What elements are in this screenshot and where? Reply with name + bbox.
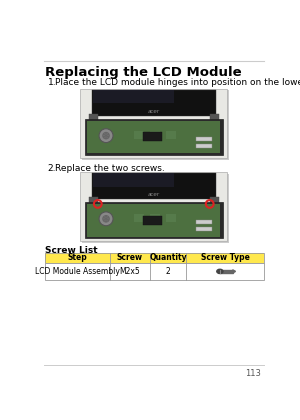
Ellipse shape	[106, 216, 108, 218]
Ellipse shape	[106, 133, 108, 135]
Text: 113: 113	[245, 369, 261, 378]
Bar	[150, 214, 160, 222]
Bar	[85, 119, 223, 155]
Text: acer: acer	[148, 192, 160, 197]
Text: M2x5: M2x5	[120, 267, 140, 276]
Ellipse shape	[104, 216, 106, 218]
Ellipse shape	[106, 220, 108, 221]
Bar	[88, 204, 220, 236]
Circle shape	[99, 129, 113, 142]
Ellipse shape	[103, 218, 105, 219]
Text: Place the LCD module hinges into position on the lower case.: Place the LCD module hinges into positio…	[55, 78, 300, 87]
Bar	[134, 214, 145, 222]
Bar	[45, 253, 264, 263]
Bar	[93, 90, 174, 103]
Bar	[82, 173, 229, 243]
Bar	[220, 270, 233, 273]
Ellipse shape	[107, 135, 109, 136]
Bar	[150, 131, 160, 139]
Text: Step: Step	[68, 253, 87, 262]
Polygon shape	[233, 270, 236, 273]
Ellipse shape	[103, 135, 105, 136]
Text: 2: 2	[166, 267, 171, 276]
Ellipse shape	[107, 218, 109, 219]
Bar	[134, 131, 145, 139]
Bar	[89, 197, 98, 205]
Text: Quantity: Quantity	[149, 253, 187, 262]
Bar	[88, 121, 220, 153]
Bar	[196, 227, 212, 231]
Text: 2.: 2.	[48, 164, 56, 173]
Text: Replacing the LCD Module: Replacing the LCD Module	[45, 66, 242, 79]
Bar	[85, 202, 223, 238]
Bar	[93, 173, 174, 186]
Circle shape	[102, 215, 110, 223]
Bar	[80, 89, 227, 158]
Bar	[143, 132, 162, 142]
Text: Replace the two screws.: Replace the two screws.	[55, 164, 164, 173]
Ellipse shape	[104, 220, 106, 221]
Circle shape	[102, 132, 110, 139]
Bar	[196, 137, 212, 141]
Ellipse shape	[217, 269, 223, 273]
Bar	[82, 90, 229, 160]
Bar	[80, 172, 227, 242]
Bar	[210, 114, 218, 122]
Ellipse shape	[106, 136, 108, 138]
Text: Screw List: Screw List	[45, 246, 98, 255]
Text: 1.: 1.	[48, 78, 56, 87]
Bar	[92, 173, 216, 199]
Bar	[143, 215, 162, 225]
Text: Screw Type: Screw Type	[201, 253, 249, 262]
Text: LCD Module Assembly: LCD Module Assembly	[35, 267, 120, 276]
Bar	[92, 89, 216, 116]
Bar	[89, 114, 98, 122]
Circle shape	[99, 212, 113, 226]
Bar	[196, 220, 212, 224]
Bar	[196, 144, 212, 147]
Text: Screw: Screw	[117, 253, 143, 262]
Bar	[45, 253, 264, 263]
Bar	[210, 197, 218, 205]
Bar	[45, 263, 264, 280]
Ellipse shape	[104, 133, 106, 135]
Bar	[166, 214, 176, 222]
Bar	[166, 131, 176, 139]
Text: acer: acer	[148, 109, 160, 114]
Ellipse shape	[104, 136, 106, 138]
